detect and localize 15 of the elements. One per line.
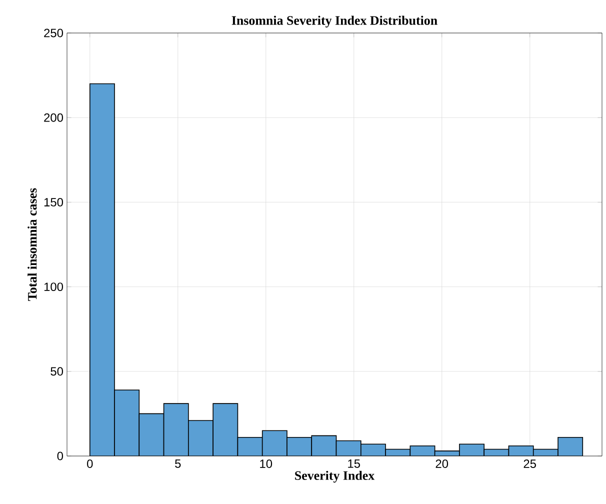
y-tick-label: 200	[44, 113, 64, 122]
y-tick-label: 100	[44, 282, 64, 292]
x-axis-title: Severity Index	[295, 470, 375, 483]
x-tick-label: 0	[87, 460, 93, 468]
y-tick-label: 250	[44, 28, 64, 38]
x-tick-label: 10	[260, 460, 272, 468]
y-axis-title: Total insomnia cases	[28, 188, 37, 301]
y-tick-label: 50	[50, 367, 64, 376]
y-tick-label: 0	[57, 452, 64, 460]
x-tick-label: 15	[348, 460, 360, 468]
chart-title: Insomnia Severity Index Distribution	[232, 16, 438, 28]
y-tick-label: 150	[44, 198, 64, 206]
x-tick-label: 25	[524, 460, 536, 468]
x-tick-label: 20	[436, 460, 448, 468]
x-tick-label: 5	[175, 460, 181, 468]
